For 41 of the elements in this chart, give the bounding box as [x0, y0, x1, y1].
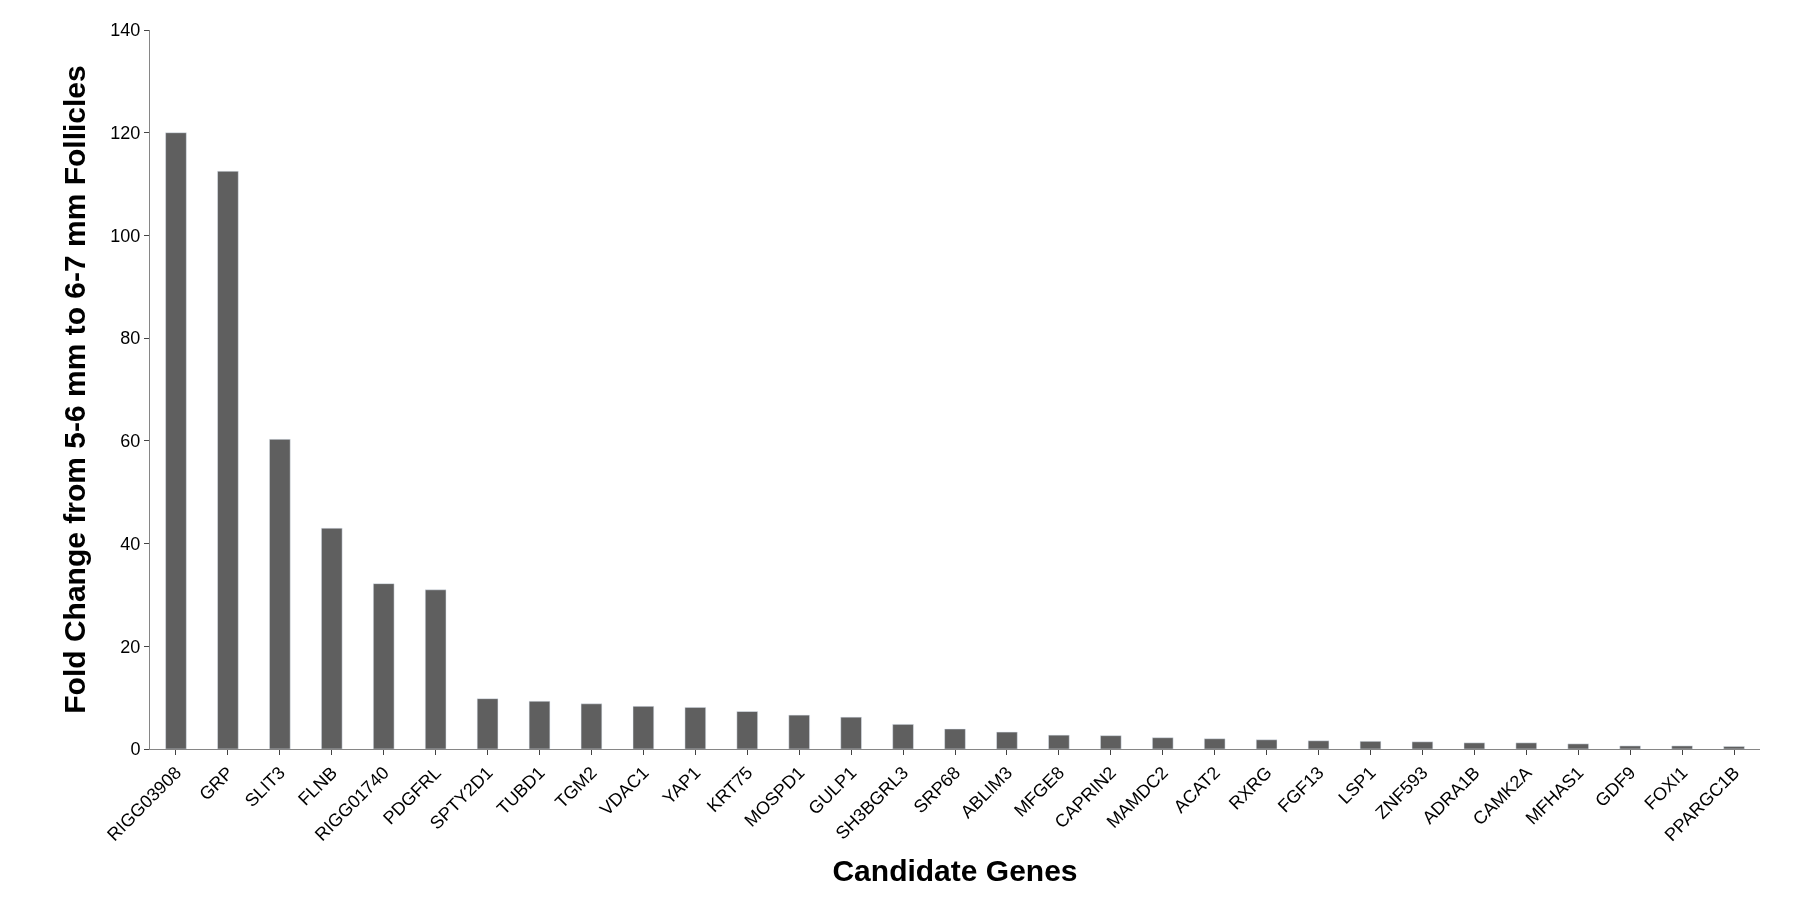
- bar: [580, 703, 603, 749]
- bar: [321, 527, 343, 749]
- bar: [373, 583, 395, 749]
- y-tick-label: 80: [120, 328, 141, 349]
- bar: [1619, 745, 1641, 749]
- bar: [476, 698, 499, 749]
- bar: [996, 731, 1018, 749]
- bar: [165, 132, 187, 749]
- bar: [1048, 734, 1070, 749]
- y-tick-label: 0: [130, 739, 141, 760]
- bar: [684, 707, 706, 749]
- bar: [1204, 738, 1226, 749]
- bar: [892, 724, 914, 749]
- x-axis-title: Candidate Genes: [832, 853, 1078, 887]
- bar: [632, 706, 655, 749]
- bar: [1671, 745, 1693, 749]
- bar: [1463, 742, 1485, 749]
- y-tick-label: 20: [120, 636, 141, 657]
- y-tick-label: 140: [110, 20, 141, 41]
- bar: [528, 700, 551, 749]
- bar: [1152, 737, 1174, 749]
- bar: [1100, 735, 1122, 749]
- bar: [944, 728, 966, 749]
- bar: [1359, 741, 1382, 749]
- bar: [1515, 742, 1537, 749]
- bar: [425, 589, 447, 749]
- bar: [1723, 746, 1745, 749]
- bar: [788, 714, 810, 749]
- bar: [269, 439, 291, 749]
- y-tick-label: 40: [120, 533, 141, 554]
- bar: [1255, 739, 1278, 749]
- y-tick-label: 120: [110, 123, 141, 144]
- y-tick-label: 100: [110, 225, 141, 246]
- bar: [217, 170, 239, 749]
- bar: [840, 716, 862, 749]
- y-axis-title: Fold Change from 5-6 mm to 6-7 mm Follicles: [58, 65, 92, 714]
- bar: [1307, 740, 1330, 749]
- bar: [736, 711, 758, 749]
- bar: [1567, 743, 1589, 749]
- y-tick-label: 60: [120, 431, 141, 452]
- bar: [1411, 741, 1434, 749]
